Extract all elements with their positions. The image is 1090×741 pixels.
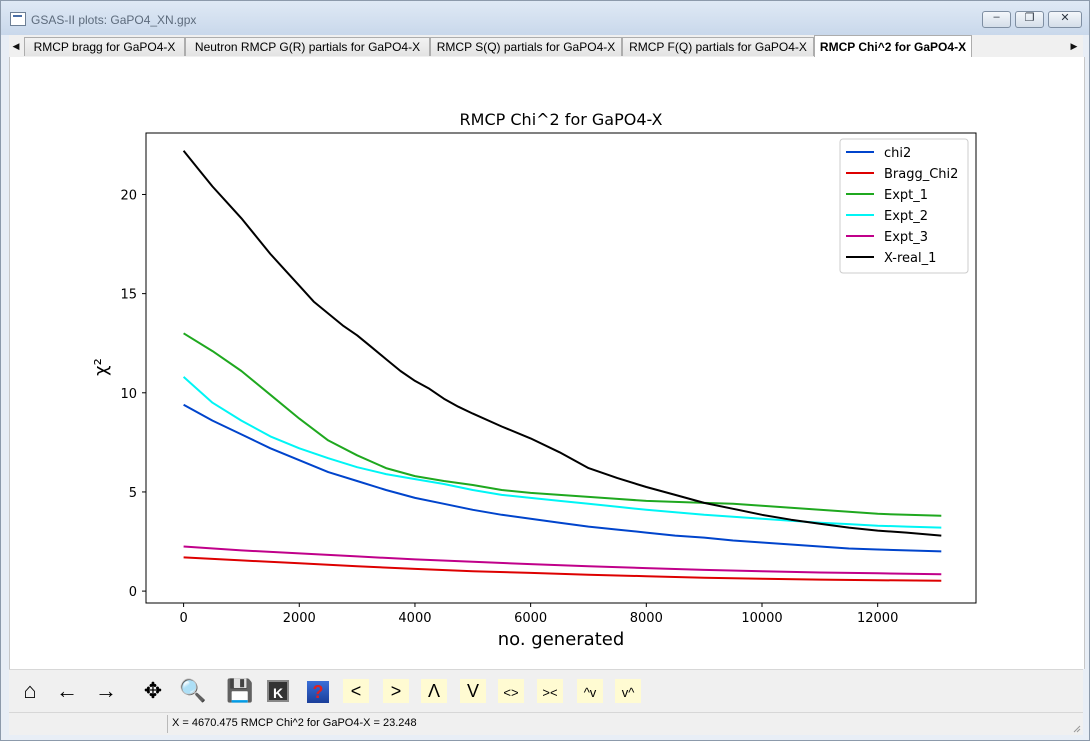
shift-down-button[interactable]: V bbox=[460, 679, 486, 703]
zoom-button[interactable]: 🔍 bbox=[179, 678, 207, 704]
shift-down-icon: V bbox=[466, 681, 479, 701]
shift-up-icon: Λ bbox=[427, 681, 441, 701]
x-tick-label: 8000 bbox=[630, 611, 663, 626]
tab-bar: ◀ RMCP bragg for GaPO4-X Neutron RMCP G(… bbox=[9, 35, 1083, 57]
x-tick-label: 2000 bbox=[283, 611, 316, 626]
save-icon: 💾 bbox=[226, 678, 254, 703]
close-button[interactable]: ✕ bbox=[1048, 11, 1082, 28]
tab-sq-partials[interactable]: RMCP S(Q) partials for GaPO4-X bbox=[430, 37, 622, 56]
x-axis-label: no. generated bbox=[498, 629, 625, 650]
shift-up-button[interactable]: Λ bbox=[421, 679, 447, 703]
series-line-expt-2 bbox=[182, 376, 942, 529]
expand-y-button[interactable]: ^v bbox=[577, 679, 603, 703]
x-tick-label: 12000 bbox=[857, 611, 898, 626]
title-bar[interactable]: GSAS-II plots: GaPO4_XN.gpx – ❐ ✕ bbox=[1, 1, 1089, 35]
pan-icon: ✥ bbox=[143, 678, 163, 703]
status-divider bbox=[167, 715, 168, 733]
y-tick-label: 15 bbox=[120, 288, 137, 303]
chart-legend: chi2 Bragg_Chi2 Expt_1 Expt_2 Expt_3 X-real_1 bbox=[839, 138, 969, 274]
shift-right-button[interactable]: > bbox=[383, 679, 409, 703]
shift-right-icon: > bbox=[390, 681, 402, 701]
close-icon: ✕ bbox=[1060, 12, 1070, 24]
y-tick-label: 5 bbox=[129, 486, 137, 501]
chart-title: RMCP Chi^2 for GaPO4-X bbox=[460, 110, 663, 129]
tab-scroll-left-icon[interactable]: ◀ bbox=[12, 41, 20, 51]
pan-button[interactable]: ✥ bbox=[140, 678, 166, 704]
legend-label: X-real_1 bbox=[884, 251, 936, 266]
legend-label: Expt_2 bbox=[884, 209, 928, 224]
shrink-y-icon: v^ bbox=[621, 685, 635, 700]
forward-arrow-button[interactable]: → bbox=[93, 678, 119, 704]
plot-canvas[interactable]: RMCP Chi^2 for GaPO4-X 0 2000 4000 6000 8000… bbox=[9, 57, 1085, 669]
help-button[interactable]: ? bbox=[305, 678, 331, 704]
minimize-button[interactable]: – bbox=[982, 11, 1011, 28]
tab-chi2[interactable]: RMCP Chi^2 for GaPO4-X bbox=[814, 35, 972, 57]
series-line-x-real-1 bbox=[182, 150, 942, 537]
home-button[interactable]: ⌂ bbox=[17, 678, 43, 704]
legend-label: Bragg_Chi2 bbox=[884, 167, 958, 182]
x-tick-label: 6000 bbox=[514, 611, 547, 626]
resize-grip-icon[interactable] bbox=[1071, 723, 1081, 733]
y-axis-label: χ² bbox=[91, 358, 112, 376]
shrink-y-button[interactable]: v^ bbox=[615, 679, 641, 703]
maximize-button[interactable]: ❐ bbox=[1015, 11, 1044, 28]
legend-label: Expt_3 bbox=[884, 230, 928, 245]
shift-left-button[interactable]: < bbox=[343, 679, 369, 703]
status-bar: X = 4670.475 RMCP Chi^2 for GaPO4-X = 23… bbox=[9, 712, 1083, 735]
expand-x-icon: <> bbox=[503, 685, 519, 700]
back-arrow-button[interactable]: ← bbox=[54, 678, 80, 704]
forward-arrow-icon: → bbox=[95, 678, 117, 703]
y-tick-label: 20 bbox=[120, 188, 137, 203]
expand-x-button[interactable]: <> bbox=[498, 679, 524, 703]
tab-fq-partials[interactable]: RMCP F(Q) partials for GaPO4-X bbox=[622, 37, 814, 56]
y-tick-label: 10 bbox=[120, 387, 137, 402]
status-readout: X = 4670.475 RMCP Chi^2 for GaPO4-X = 23… bbox=[172, 717, 417, 729]
series-line-bragg-chi2 bbox=[183, 556, 942, 582]
zoom-icon: 🔍 bbox=[179, 678, 207, 703]
window-title: GSAS-II plots: GaPO4_XN.gpx bbox=[31, 13, 197, 27]
minimize-icon: – bbox=[993, 11, 1000, 23]
back-arrow-icon: ← bbox=[56, 678, 78, 703]
series-line-expt-3 bbox=[183, 545, 942, 576]
tab-neutron-gr-partials[interactable]: Neutron RMCP G(R) partials for GaPO4-X bbox=[185, 37, 430, 56]
tab-rmcp-bragg[interactable]: RMCP bragg for GaPO4-X bbox=[24, 37, 185, 56]
chi2-chart: RMCP Chi^2 for GaPO4-X 0 2000 4000 6000 8000… bbox=[91, 110, 977, 650]
shrink-x-icon: >< bbox=[542, 685, 558, 700]
key-icon: K bbox=[267, 680, 289, 702]
x-tick-label: 4000 bbox=[398, 611, 431, 626]
key-button[interactable]: K bbox=[265, 678, 291, 704]
restore-icon: ❐ bbox=[1024, 12, 1035, 24]
app-icon bbox=[10, 12, 26, 26]
series-line-expt-1 bbox=[183, 332, 942, 517]
plot-toolbar: ⌂ ← → ✥ 🔍 💾 K? < > Λ V <> >< ^v v^ bbox=[9, 669, 1083, 712]
y-tick-label: 0 bbox=[129, 585, 137, 600]
x-tick-label: 10000 bbox=[741, 611, 782, 626]
series-line-chi2 bbox=[183, 403, 942, 553]
shift-left-icon: < bbox=[350, 681, 362, 701]
expand-y-icon: ^v bbox=[583, 685, 597, 700]
x-tick-label: 0 bbox=[179, 611, 187, 626]
help-icon: ? bbox=[307, 681, 329, 703]
save-button[interactable]: 💾 bbox=[226, 678, 254, 704]
shrink-x-button[interactable]: >< bbox=[537, 679, 563, 703]
home-icon: ⌂ bbox=[23, 678, 37, 703]
tab-scroll-right-icon[interactable]: ▶ bbox=[1070, 41, 1078, 51]
legend-label: Expt_1 bbox=[884, 188, 928, 203]
legend-label: chi2 bbox=[884, 146, 911, 161]
plot-frame bbox=[145, 132, 977, 604]
